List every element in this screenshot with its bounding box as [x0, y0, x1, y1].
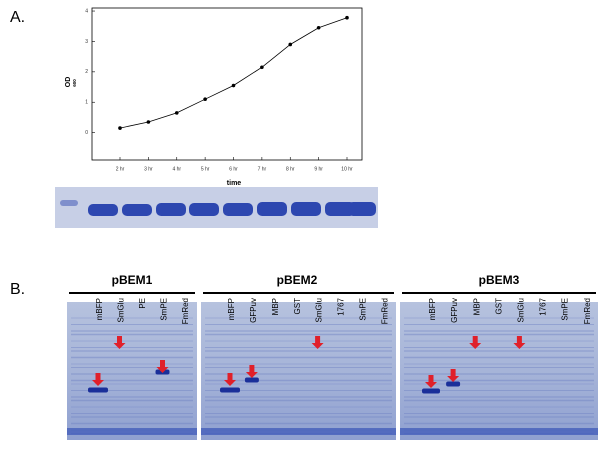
plot-frame: [91, 7, 363, 161]
y-tick-label: 4: [85, 8, 88, 14]
lane-label: 1767: [337, 297, 346, 315]
y-tick-label: 0: [85, 130, 88, 136]
lane-label: GST: [293, 298, 302, 315]
lane-label: FmRed: [380, 298, 389, 324]
y-tick-label: 1: [85, 100, 88, 106]
gel-title: pBEM2: [277, 273, 318, 287]
x-tick-label: 7 hr: [258, 166, 267, 172]
gel: [400, 302, 598, 440]
lane-label: GFPuv: [450, 298, 459, 323]
protein-band: [220, 387, 240, 393]
gel-image: [400, 302, 598, 440]
x-tick-label: 8 hr: [286, 166, 295, 172]
protein-band: [244, 377, 259, 383]
data-point: [146, 120, 151, 124]
gel-front: [201, 428, 396, 435]
lane-label: mBFP: [95, 298, 104, 320]
protein-band: [446, 381, 461, 387]
x-tick-label: 6 hr: [229, 166, 238, 172]
data-point: [260, 65, 264, 70]
y-tick-label: 2: [85, 69, 88, 75]
y-axis-label-sub: 600: [72, 79, 77, 87]
panel-label: B.: [10, 281, 25, 298]
data-point: [203, 97, 207, 101]
lane-label: SmPE: [359, 298, 368, 321]
lane-label: FmRed: [583, 298, 592, 324]
data-point: [288, 42, 293, 47]
data-point: [231, 83, 236, 88]
x-tick-label: 2 hr: [116, 166, 125, 172]
lane-label: 1767: [539, 297, 548, 315]
lane-label: PE: [138, 298, 147, 309]
lane-label: SmPE: [160, 298, 169, 321]
x-tick-label: 5 hr: [201, 166, 210, 172]
gel-band: [60, 200, 78, 206]
gel-bands: [88, 202, 376, 216]
protein-band: [422, 388, 440, 394]
x-axis-label: time: [227, 180, 242, 187]
lane-label: SmGlu: [315, 298, 324, 322]
y-axis-label-main: OD: [65, 77, 72, 88]
gel-title: pBEM3: [479, 273, 520, 287]
data-point: [118, 126, 122, 130]
protein-band: [88, 387, 108, 393]
y-axis-label: OD 600: [65, 77, 77, 88]
lane-label: SmGlu: [117, 298, 126, 322]
gel: [201, 302, 396, 440]
lane-label: MBP: [271, 298, 280, 315]
data-point: [345, 15, 349, 20]
lane-label: GST: [494, 298, 503, 315]
lane-label: FmRed: [181, 298, 190, 324]
lane-label: SmPE: [561, 298, 570, 321]
x-tick-label: 4 hr: [172, 166, 181, 172]
gel: [67, 302, 197, 440]
gel-front: [400, 428, 598, 435]
gel-title: pBEM1: [112, 273, 153, 287]
lane-label: mBFP: [428, 298, 437, 320]
gel-front: [67, 428, 197, 435]
data-point: [316, 25, 321, 30]
panel-label: A.: [10, 9, 25, 26]
lane-label: SmGlu: [517, 298, 526, 322]
lane-label: MBP: [472, 298, 481, 315]
x-tick-label: 9 hr: [314, 166, 323, 172]
x-tick-label: 10 hr: [341, 166, 353, 172]
lane-label: mBFP: [227, 298, 236, 320]
gel-image: [201, 302, 396, 440]
lane-label: GFPuv: [249, 298, 258, 323]
y-tick-label: 3: [85, 39, 88, 45]
growth-gel: [55, 187, 378, 228]
x-tick-label: 3 hr: [144, 166, 153, 172]
gel-image: [67, 302, 197, 440]
data-line: [119, 17, 348, 129]
data-point: [174, 111, 179, 115]
